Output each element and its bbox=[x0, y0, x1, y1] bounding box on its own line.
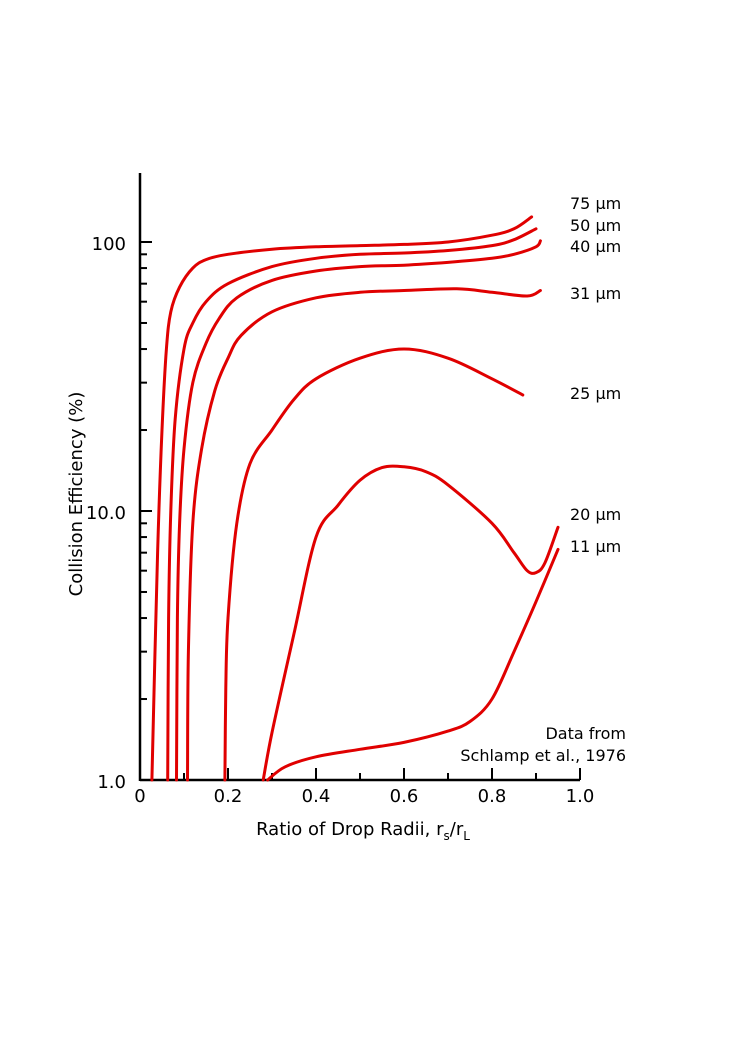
y-axis-title: Collision Efficiency (%) bbox=[66, 392, 87, 597]
x-tick-label-0.6: 0.6 bbox=[390, 786, 419, 807]
series-line-50m bbox=[166, 227, 538, 782]
x-axis-title-sub-L: L bbox=[463, 829, 470, 843]
series-line-20m bbox=[261, 464, 560, 782]
y-tick-label-10: 10.0 bbox=[86, 503, 126, 524]
series-lines bbox=[150, 215, 560, 782]
source-note-line-1: Data from bbox=[545, 724, 626, 743]
series-line-11m bbox=[266, 547, 560, 782]
x-axis-title: Ratio of Drop Radii, rs/rL bbox=[256, 819, 470, 843]
x-tick-label-0.8: 0.8 bbox=[478, 786, 507, 807]
y-tick-label-1: 1.0 bbox=[97, 772, 126, 793]
series-label-25m: 25 µm bbox=[570, 384, 621, 403]
x-axis-title-main: Ratio of Drop Radii, r bbox=[256, 819, 444, 840]
x-axis-title-slash: /r bbox=[450, 819, 464, 840]
x-tick-label-0.2: 0.2 bbox=[214, 786, 243, 807]
series-line-25m bbox=[223, 347, 525, 782]
x-tick-label-1.0: 1.0 bbox=[566, 786, 595, 807]
series-label-50m: 50 µm bbox=[570, 216, 621, 235]
series-label-11m: 11 µm bbox=[570, 537, 621, 556]
series-label-75m: 75 µm bbox=[570, 194, 621, 213]
series-labels: 75 µm 50 µm 40 µm 31 µm 25 µm 20 µm 11 µm bbox=[570, 194, 621, 556]
series-line-75m bbox=[150, 215, 534, 782]
x-axis-title-sub-s: s bbox=[444, 829, 450, 843]
series-label-20m: 20 µm bbox=[570, 505, 621, 524]
y-tick-label-100: 100 bbox=[92, 234, 126, 255]
series-line-40m bbox=[175, 239, 542, 782]
series-label-31m: 31 µm bbox=[570, 284, 621, 303]
x-tick-label-0: 0 bbox=[134, 786, 145, 807]
x-tick-label-0.4: 0.4 bbox=[302, 786, 331, 807]
series-label-40m: 40 µm bbox=[570, 237, 621, 256]
source-note-line-2: Schlamp et al., 1976 bbox=[460, 746, 626, 765]
axes bbox=[138, 173, 581, 782]
series-line-31m bbox=[186, 287, 542, 782]
